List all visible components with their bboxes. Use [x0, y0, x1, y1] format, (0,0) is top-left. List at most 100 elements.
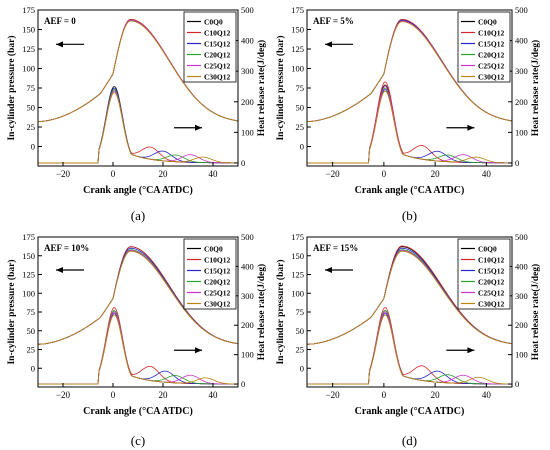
arrow-right-icon — [174, 124, 202, 131]
y-right-tick-label: 300 — [515, 66, 528, 76]
y-left-tick-label: 125 — [22, 270, 35, 280]
y-left-tick-label: 100 — [22, 288, 35, 298]
legend-label: C10Q12 — [478, 256, 505, 265]
hrr-line-c30q12 — [38, 92, 238, 164]
y-right-tick-label: 400 — [515, 36, 528, 46]
arrow-left-icon — [325, 267, 353, 273]
legend-label: C25Q12 — [478, 62, 505, 71]
hrr-line-c10q12 — [307, 81, 512, 164]
legend: C0Q0 C10Q12 C15Q12 C20Q12 C25Q12 C30Q12 — [457, 238, 511, 310]
arrow-left-icon — [56, 41, 84, 48]
hrr-line-c15q12 — [307, 313, 512, 385]
pressure-line-c30q12 — [307, 250, 512, 345]
y-right-axis-label: Heat release rate(J/deg) — [256, 264, 267, 360]
pressure-line-c30q12 — [307, 21, 512, 122]
legend-label: C15Q12 — [204, 40, 231, 49]
y-right-tick-label: 500 — [241, 232, 254, 242]
legend-label: C0Q0 — [204, 18, 223, 27]
arrow-right-head — [467, 124, 475, 131]
y-right-axis-label: Heat release rate(J/deg) — [530, 40, 541, 136]
panel-annotation: AEF = 0 — [44, 16, 76, 26]
legend-label: C10Q12 — [204, 29, 231, 38]
y-right-tick-label: 100 — [515, 127, 528, 137]
hrr-line-c30q12 — [307, 314, 512, 385]
x-axis-label: Crank angle (°CA ATDC) — [355, 185, 465, 196]
legend-box — [457, 238, 511, 310]
legend-label: C15Q12 — [478, 40, 505, 49]
panel-annotation: AEF = 5% — [313, 16, 354, 26]
y-left-tick-label: 50 — [27, 103, 36, 113]
hrr-line-c10q12 — [38, 89, 238, 164]
panel-caption: (b) — [402, 208, 417, 223]
legend: C0Q0 C10Q12 C15Q12 C20Q12 C25Q12 C30Q12 — [457, 11, 511, 83]
legend-box — [183, 238, 237, 310]
y-left-tick-label: 0 — [31, 142, 35, 152]
y-right-tick-label: 0 — [515, 379, 519, 389]
y-right-tick-label: 200 — [241, 97, 254, 107]
x-tick-label: −20 — [56, 390, 71, 400]
panel-caption: (c) — [131, 433, 145, 448]
y-left-tick-label: 150 — [291, 25, 304, 35]
y-right-tick-label: 500 — [241, 5, 254, 15]
y-right-tick-label: 200 — [515, 320, 528, 330]
y-left-tick-label: 25 — [296, 345, 305, 355]
y-left-tick-label: 175 — [291, 5, 304, 15]
x-axis-label: Crank angle (°CA ATDC) — [355, 406, 465, 417]
chart-panel: −20 0 20 4002550751001251501750100200300400… — [6, 5, 267, 223]
legend-label: C15Q12 — [478, 267, 505, 276]
y-right-tick-label: 0 — [241, 158, 245, 168]
series-group — [38, 246, 238, 385]
legend-box — [457, 11, 511, 83]
hrr-line-c15q12 — [38, 313, 238, 385]
legend-label: C20Q12 — [478, 278, 505, 287]
x-axis-label: Crank angle (°CA ATDC) — [83, 406, 193, 417]
y-left-tick-label: 50 — [296, 103, 305, 113]
y-left-tick-label: 150 — [22, 25, 35, 35]
y-left-tick-label: 125 — [291, 44, 304, 54]
arrow-right-icon — [174, 347, 202, 354]
x-tick-label: 20 — [431, 169, 441, 179]
arrow-right-head — [467, 347, 475, 354]
series-group — [307, 245, 512, 385]
legend: C0Q0 C10Q12 C15Q12 C20Q12 C25Q12 C30Q12 — [183, 238, 237, 310]
arrow-left-head — [56, 267, 63, 273]
x-tick-label: 20 — [159, 169, 169, 179]
x-tick-label: −20 — [326, 390, 341, 400]
y-right-tick-label: 400 — [515, 261, 528, 271]
y-left-tick-label: 25 — [296, 122, 305, 132]
x-tick-label: 0 — [111, 390, 116, 400]
y-right-tick-label: 0 — [241, 379, 245, 389]
y-left-tick-label: 75 — [296, 83, 305, 93]
y-right-tick-label: 300 — [241, 291, 254, 301]
y-left-tick-label: 25 — [27, 122, 36, 132]
legend-label: C30Q12 — [478, 73, 505, 82]
legend-label: C30Q12 — [204, 300, 231, 309]
y-left-tick-label: 75 — [27, 307, 36, 317]
legend-box — [183, 11, 237, 83]
y-left-tick-label: 100 — [291, 64, 304, 74]
y-right-tick-label: 100 — [241, 350, 254, 360]
y-left-axis-label: In-cylinder pressure (bar) — [6, 259, 17, 364]
legend-label: C20Q12 — [204, 51, 231, 60]
y-left-tick-label: 125 — [291, 270, 304, 280]
y-left-tick-label: 175 — [291, 232, 304, 242]
arrow-left-head — [325, 41, 332, 48]
y-left-tick-label: 75 — [27, 83, 36, 93]
y-right-tick-label: 300 — [515, 291, 528, 301]
y-left-tick-label: 0 — [31, 363, 35, 373]
arrow-right-icon — [446, 347, 475, 354]
chart-panel: −20 0 20 4002550751001251501750100200300400… — [275, 5, 541, 223]
series-group — [307, 18, 512, 164]
y-left-tick-label: 50 — [296, 326, 305, 336]
x-tick-label: 40 — [482, 169, 492, 179]
panel-annotation: AEF = 15% — [313, 243, 358, 253]
y-right-tick-label: 500 — [515, 5, 528, 15]
y-right-tick-label: 100 — [515, 350, 528, 360]
x-tick-label: 20 — [431, 390, 441, 400]
y-right-tick-label: 300 — [241, 66, 254, 76]
legend-label: C10Q12 — [478, 29, 505, 38]
chart-panel: −20 0 20 4002550751001251501750100200300400… — [6, 232, 267, 448]
arrow-right-head — [195, 124, 202, 131]
y-left-tick-label: 100 — [291, 288, 304, 298]
y-left-axis-label: In-cylinder pressure (bar) — [6, 35, 17, 140]
